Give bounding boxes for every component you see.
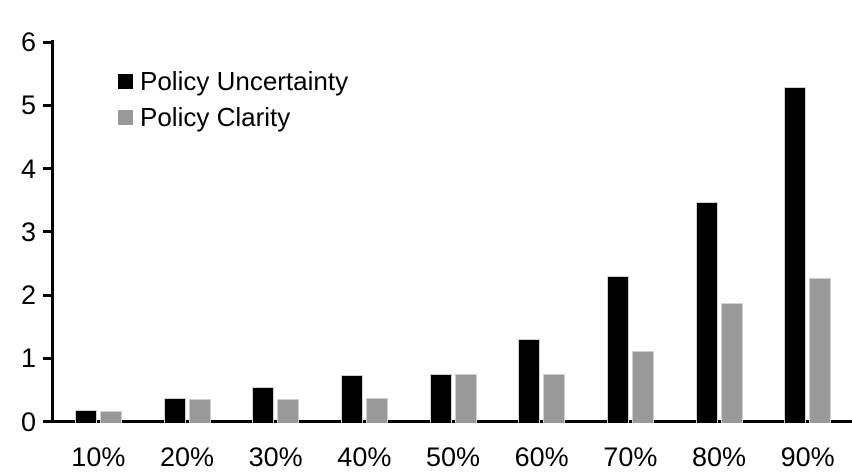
bar-policy-clarity-30% (277, 398, 300, 423)
x-axis-tick-label: 70% (603, 442, 658, 472)
y-axis-tick (43, 230, 52, 234)
bar-group-10% (74, 410, 122, 423)
y-axis-line (51, 40, 54, 423)
x-axis-tick-label: 50% (425, 442, 480, 472)
bar-group-40% (340, 374, 388, 423)
legend-label: Policy Clarity (140, 101, 291, 132)
bar-policy-clarity-70% (631, 350, 654, 423)
bar-policy-clarity-60% (543, 374, 566, 423)
y-axis-tick-label: 4 (20, 153, 36, 184)
y-axis-tick-label: 2 (20, 280, 36, 310)
x-axis-tick-label: 10% (71, 442, 126, 472)
bar-policy-uncertainty-90% (784, 86, 807, 423)
y-axis-tick (43, 420, 52, 423)
bar-policy-uncertainty-10% (74, 410, 97, 423)
y-axis-tick (43, 103, 52, 107)
bar-policy-clarity-50% (454, 374, 477, 423)
y-axis-tick-label: 0 (20, 406, 36, 437)
x-axis-tick-label: 20% (159, 442, 214, 472)
y-axis-tick (43, 167, 52, 170)
y-axis-tick-label: 3 (20, 216, 36, 247)
y-axis-tick-label: 1 (20, 343, 36, 374)
bar-group-90% (784, 86, 832, 423)
bar-policy-clarity-10% (99, 410, 122, 423)
bar-policy-uncertainty-60% (518, 338, 541, 423)
bar-group-50% (429, 373, 477, 423)
bar-policy-clarity-80% (720, 303, 743, 423)
bar-policy-clarity-20% (188, 398, 211, 423)
legend-item-policy-uncertainty: Policy Uncertainty (118, 65, 349, 96)
x-axis-tick-label: 80% (691, 442, 746, 472)
bar-policy-uncertainty-80% (695, 202, 718, 423)
bar-policy-uncertainty-70% (606, 276, 629, 423)
legend-swatch-black (118, 73, 133, 89)
y-axis-tick-label: 5 (20, 90, 36, 121)
x-axis-tick-label: 90% (780, 442, 835, 472)
y-axis-tick (43, 356, 52, 360)
bar-policy-uncertainty-20% (163, 398, 186, 423)
y-axis-tick-label: 6 (20, 27, 36, 57)
bar-policy-uncertainty-50% (429, 373, 452, 423)
legend-item-policy-clarity: Policy Clarity (118, 101, 291, 132)
bar-group-60% (518, 338, 566, 423)
bar-policy-clarity-40% (365, 398, 388, 423)
bar-policy-uncertainty-40% (340, 374, 363, 423)
bar-policy-uncertainty-30% (252, 386, 275, 423)
x-axis-tick-label: 30% (248, 442, 303, 472)
y-axis-tick (43, 293, 52, 297)
y-axis-tick (43, 40, 52, 44)
bar-group-30% (252, 386, 300, 423)
bar-group-70% (606, 276, 654, 423)
legend-label: Policy Uncertainty (140, 65, 349, 96)
bar-group-20% (163, 398, 211, 423)
bar-group-80% (695, 202, 743, 423)
bar-policy-clarity-90% (809, 278, 832, 423)
legend-swatch-gray (118, 109, 133, 125)
x-axis-tick-label: 60% (514, 442, 569, 472)
x-axis-tick-label: 40% (337, 442, 392, 472)
